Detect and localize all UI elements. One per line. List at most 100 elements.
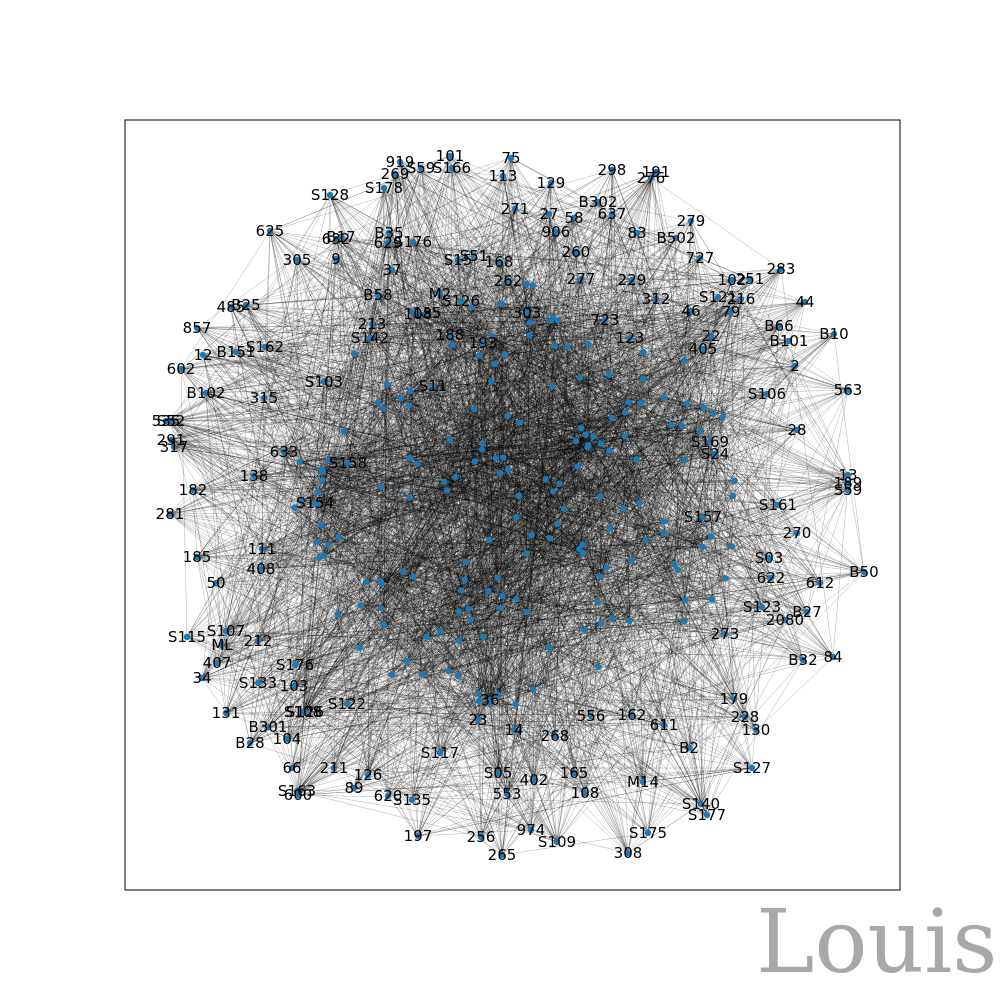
graph-edge: [296, 259, 592, 717]
graph-edge: [235, 351, 318, 542]
graph-node: [579, 541, 586, 548]
graph-edge: [263, 397, 482, 838]
graph-edge: [394, 173, 418, 464]
graph-edge: [399, 161, 578, 467]
graph-edge: [710, 279, 733, 537]
graph-edge: [388, 175, 504, 234]
graph-edge: [575, 251, 586, 435]
graph-edge: [643, 333, 835, 353]
graph-edge: [690, 220, 735, 481]
graph-edge: [446, 208, 516, 491]
graph-node: [397, 395, 405, 402]
graph-edge: [230, 306, 675, 565]
graph-edge: [483, 301, 806, 637]
graph-edge: [230, 213, 613, 308]
graph-edge: [369, 161, 401, 339]
graph-edge: [491, 201, 599, 382]
graph-edge: [507, 280, 556, 737]
graph-edge: [647, 278, 751, 834]
graph-edge: [514, 208, 677, 239]
graph-edge: [478, 213, 613, 694]
graph-edge: [502, 325, 780, 596]
graph-edge: [465, 333, 835, 563]
graph-edge: [216, 325, 780, 664]
graph-edge: [479, 319, 606, 356]
graph-edge: [283, 157, 512, 453]
graph-node: [403, 657, 410, 665]
graph-edge: [235, 351, 502, 608]
graph-edge: [245, 304, 319, 493]
graph-edge: [412, 167, 422, 243]
graph-node: [549, 382, 556, 390]
graph-edge: [593, 177, 652, 437]
graph-edge: [412, 241, 462, 302]
graph-edge: [225, 155, 451, 714]
graph-edge: [514, 208, 712, 337]
graph-edge: [611, 213, 687, 404]
graph-edge: [302, 255, 475, 713]
graph-edge: [636, 232, 712, 337]
graph-edge: [426, 306, 472, 314]
graph-edge: [202, 354, 262, 570]
graph-edge: [710, 268, 782, 337]
graph-edge: [260, 278, 751, 570]
graph-edge: [235, 351, 504, 458]
graph-edge: [269, 230, 584, 554]
graph-edge: [473, 255, 484, 344]
graph-node: [636, 499, 643, 506]
graph-edge: [588, 319, 606, 446]
graph-edge: [420, 167, 483, 444]
graph-edge: [371, 323, 601, 497]
graph-node: [722, 575, 729, 582]
graph-edge: [507, 280, 565, 509]
graph-edge: [201, 238, 337, 679]
graph-edge: [457, 213, 613, 261]
graph-edge: [451, 167, 606, 321]
graph-edge: [412, 201, 599, 243]
graph-edge: [426, 175, 504, 637]
graph-edge: [411, 155, 451, 801]
graph-edge: [409, 268, 782, 459]
graph-edge: [498, 261, 577, 442]
graph-node: [334, 611, 341, 618]
graph-edge: [639, 278, 751, 503]
graph-edge: [263, 397, 456, 478]
graph-edge: [196, 327, 484, 344]
graph-edge: [201, 167, 422, 679]
graph-edge: [636, 232, 719, 298]
graph-edge: [371, 323, 790, 342]
graph-edge: [604, 319, 821, 584]
graph-edge: [335, 175, 504, 260]
graph-edge: [412, 241, 589, 345]
graph-edge: [530, 182, 552, 831]
graph-edge: [170, 304, 247, 422]
graph-edge: [327, 257, 701, 461]
graph-edge: [387, 232, 390, 797]
graph-node: [625, 399, 632, 406]
graph-edge: [230, 306, 441, 754]
graph-edge: [449, 217, 575, 440]
graph-edge: [314, 319, 606, 504]
graph-edge: [269, 230, 509, 282]
graph-edge: [387, 242, 483, 444]
graph-edge: [294, 213, 613, 666]
graph-edge: [202, 354, 349, 464]
graph-edge: [457, 213, 550, 261]
graph-node: [556, 480, 563, 487]
graph-edge: [377, 294, 434, 387]
graph-edge: [457, 259, 630, 621]
graph-edge: [598, 335, 712, 667]
graph-edge: [526, 312, 632, 561]
graph-edge: [387, 242, 462, 302]
graph-edge: [245, 304, 482, 838]
graph-node: [383, 381, 391, 388]
graph-edge: [394, 173, 589, 345]
graph-edge: [387, 242, 484, 344]
graph-edge: [335, 238, 751, 280]
graph-node: [542, 476, 549, 483]
graph-edge: [245, 304, 479, 721]
graph-edge: [263, 397, 392, 675]
graph-node: [576, 374, 584, 381]
graph-edge: [412, 241, 598, 603]
